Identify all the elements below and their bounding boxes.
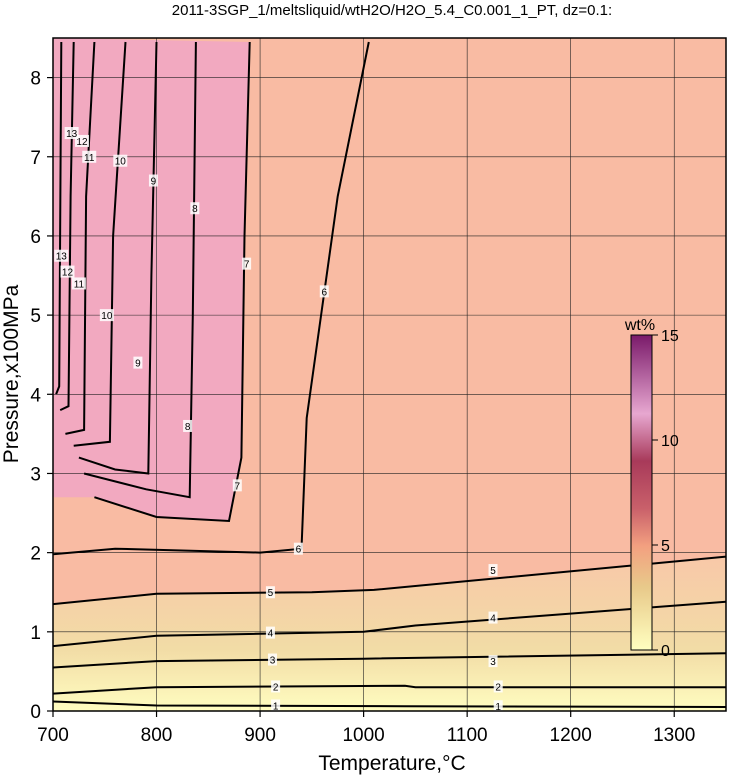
contour-label: 1 bbox=[495, 702, 501, 713]
contour-lines bbox=[53, 41, 726, 708]
contour-label: 1 bbox=[273, 701, 279, 712]
contour-label: 7 bbox=[244, 260, 250, 271]
contour-5 bbox=[53, 555, 726, 606]
contour-label-bg bbox=[113, 154, 128, 167]
contour-label-bg bbox=[64, 127, 79, 140]
contour-label-bg bbox=[265, 626, 275, 639]
x-axis-title: Temperature,°C bbox=[318, 752, 465, 775]
y-tick-label: 5 bbox=[30, 306, 41, 327]
contour-label-bg bbox=[148, 174, 158, 187]
x-tick-label: 1000 bbox=[342, 725, 384, 746]
colorbar-tick-label: 10 bbox=[661, 433, 679, 450]
contour-label-bg bbox=[493, 700, 503, 711]
y-tick-label: 8 bbox=[30, 69, 41, 90]
contour-label: 11 bbox=[84, 153, 95, 164]
contour-12 bbox=[59, 41, 75, 412]
contour-label: 13 bbox=[56, 252, 68, 263]
x-tick-label: 700 bbox=[37, 725, 69, 746]
y-tick-label: 2 bbox=[30, 544, 41, 565]
contour-label: 5 bbox=[490, 566, 496, 577]
colorbar-tick-label: 15 bbox=[661, 328, 679, 345]
contour-2 bbox=[53, 684, 726, 695]
contour-3 bbox=[53, 652, 726, 669]
contour-label: 3 bbox=[490, 657, 496, 668]
contour-label-bg bbox=[493, 680, 503, 693]
contour-label: 10 bbox=[101, 311, 113, 322]
contour-label: 3 bbox=[270, 656, 276, 667]
contour-label-bg bbox=[319, 285, 329, 298]
y-axis-title: Pressure,x100MPa bbox=[0, 284, 23, 463]
x-tick-label: 1300 bbox=[653, 725, 695, 746]
contour-4 bbox=[53, 600, 726, 648]
contour-10 bbox=[73, 41, 127, 447]
contour-label-bg bbox=[268, 653, 278, 666]
y-tick-label: 1 bbox=[30, 623, 41, 644]
contour-label-bg bbox=[488, 655, 498, 668]
contour-label-bg bbox=[271, 680, 281, 693]
contour-label: 8 bbox=[185, 422, 191, 433]
contour-label-bg bbox=[54, 249, 69, 262]
colorbar-title: wt% bbox=[624, 317, 655, 334]
contour-label: 8 bbox=[192, 204, 198, 215]
y-tick-label: 4 bbox=[30, 385, 41, 406]
contour-label-bg bbox=[488, 564, 498, 577]
contour-label: 5 bbox=[268, 588, 274, 599]
y-tick-label: 0 bbox=[30, 702, 41, 723]
contour-label: 4 bbox=[490, 614, 496, 625]
low-water-region bbox=[53, 556, 726, 711]
contour-label: 11 bbox=[74, 279, 85, 290]
plot-frame bbox=[52, 37, 727, 712]
contour-label: 9 bbox=[151, 177, 157, 188]
colorbar-ticks: 0 5 10 15 bbox=[652, 328, 679, 660]
contour-label-bg bbox=[99, 309, 114, 322]
x-tick-label: 900 bbox=[244, 725, 276, 746]
contour-label: 6 bbox=[296, 545, 302, 556]
contour-label-bg bbox=[183, 419, 193, 432]
contour-label: 13 bbox=[66, 129, 78, 140]
x-tick-label: 1200 bbox=[550, 725, 592, 746]
y-tick-label: 3 bbox=[30, 464, 41, 485]
contour-label: 7 bbox=[235, 481, 241, 492]
contour-label: 2 bbox=[273, 682, 279, 693]
contour-label: 2 bbox=[495, 682, 501, 693]
contour-label: 12 bbox=[76, 137, 88, 148]
y-axis-ticks: 0 1 2 3 4 5 6 7 8 bbox=[30, 69, 53, 723]
contour-label-bg bbox=[133, 356, 143, 369]
chart-title: 2011-3SGP_1/meltsliquid/wtH2O/H2O_5.4_C0… bbox=[172, 2, 612, 19]
contour-label-bg bbox=[71, 277, 86, 290]
contour-label-bg bbox=[232, 479, 242, 492]
contour-label: 6 bbox=[321, 287, 327, 298]
contour-label-bg bbox=[82, 150, 97, 163]
contour-1 bbox=[53, 700, 726, 708]
colorbar-tick-label: 0 bbox=[661, 643, 670, 660]
contour-label-bg bbox=[190, 202, 200, 215]
contour-13 bbox=[55, 41, 63, 395]
contour-label-bg bbox=[488, 611, 498, 624]
x-axis-ticks: 700 800 900 1000 1100 1200 1300 bbox=[37, 711, 695, 746]
contour-label-bg bbox=[242, 257, 252, 270]
y-tick-label: 6 bbox=[30, 227, 41, 248]
contour-label-bg bbox=[293, 542, 303, 555]
colorbar-fill bbox=[630, 334, 653, 651]
contour-9 bbox=[78, 41, 158, 475]
contour-label: 10 bbox=[115, 157, 127, 168]
x-tick-label: 800 bbox=[141, 725, 173, 746]
colorbar-tick-label: 5 bbox=[661, 538, 670, 555]
colorbar: wt% 0 5 10 15 bbox=[624, 317, 679, 660]
y-tick-label: 7 bbox=[30, 148, 41, 169]
x-tick-label: 1100 bbox=[447, 725, 488, 746]
contour-label-bg bbox=[271, 699, 281, 711]
contour-label: 12 bbox=[62, 268, 74, 279]
contour-11 bbox=[65, 41, 96, 435]
contour-label-bg bbox=[265, 586, 275, 599]
contour-8 bbox=[83, 41, 197, 499]
contour-label: 4 bbox=[268, 629, 274, 640]
grid bbox=[53, 38, 726, 711]
contour-label: 9 bbox=[135, 359, 141, 370]
contour-label-bg bbox=[60, 265, 75, 278]
